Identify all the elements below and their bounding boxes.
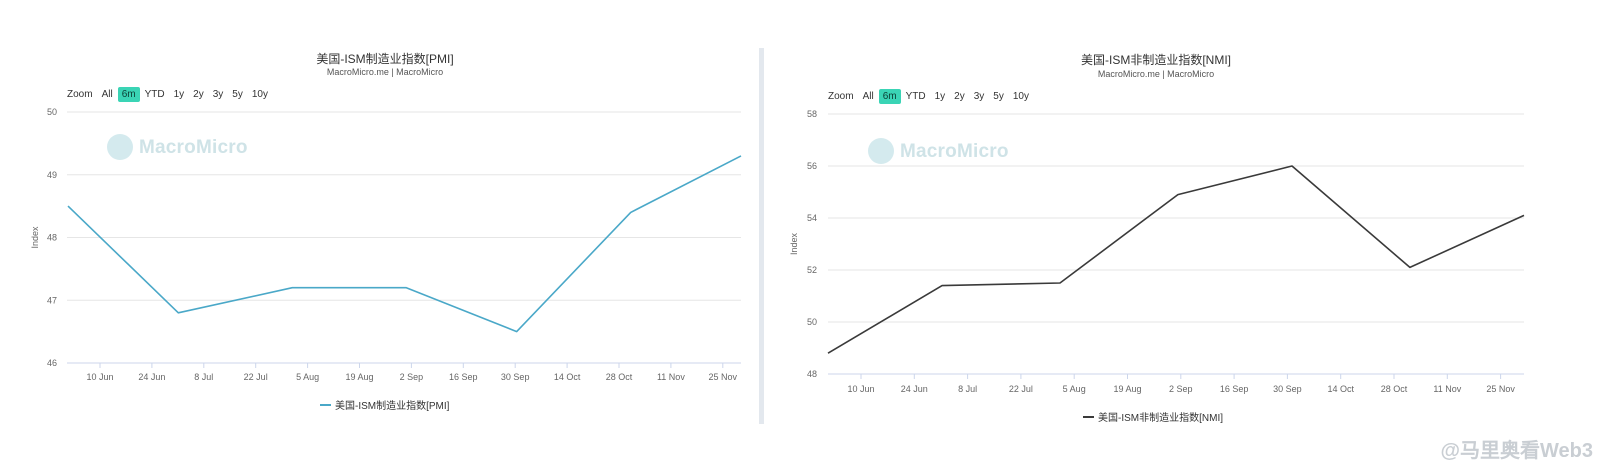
x-tick-label: 5 Aug xyxy=(296,372,319,382)
x-tick-label: 28 Oct xyxy=(606,372,633,382)
nmi-plot-area: 48 50 52 54 56 58 10 Jun 24 Jun 8 Jul 22 Jul 5 Aug… xyxy=(789,109,1525,394)
zoom-3y-button[interactable]: 3y xyxy=(212,89,224,100)
series-line xyxy=(827,165,1525,354)
x-tick-label: 11 Nov xyxy=(1433,384,1461,394)
x-tick-label: 25 Nov xyxy=(1486,384,1515,394)
pmi-plot-area: 46 47 48 49 50 10 Jun 24 Jun 8 Jul 22 Jul 5 Aug 19… xyxy=(30,107,742,382)
legend-label: 美国-ISM制造业指数[PMI] xyxy=(335,401,450,412)
legend-label: 美国-ISM非制造业指数[NMI] xyxy=(1098,413,1223,424)
panel-divider xyxy=(759,48,764,424)
y-tick-label: 58 xyxy=(807,109,817,119)
x-tick-label: 8 Jul xyxy=(958,384,977,394)
x-tick-label: 16 Sep xyxy=(449,372,478,382)
x-tick-label: 14 Oct xyxy=(554,372,581,382)
y-tick-label: 48 xyxy=(47,233,57,243)
x-tick-label: 10 Jun xyxy=(847,384,874,394)
x-tick-label: 30 Sep xyxy=(501,372,530,382)
y-tick-label: 49 xyxy=(47,170,57,180)
chart-subtitle: MacroMicro.me | MacroMicro xyxy=(1097,69,1215,79)
x-tick-label: 24 Jun xyxy=(901,384,928,394)
x-tick-label: 24 Jun xyxy=(138,372,165,382)
legend-swatch xyxy=(1083,415,1094,418)
y-tick-label: 50 xyxy=(807,317,817,327)
x-tick-label: 22 Jul xyxy=(244,372,268,382)
x-tick-label: 11 Nov xyxy=(657,372,685,382)
zoom-10y-button[interactable]: 10y xyxy=(1012,91,1029,102)
chart-legend[interactable]: 美国-ISM制造业指数[PMI] xyxy=(320,397,449,412)
zoom-bar: Zoom All 6m YTD 1y 2y 3y 5y 10y xyxy=(67,87,273,102)
y-tick-label: 48 xyxy=(807,369,817,379)
zoom-3y-button[interactable]: 3y xyxy=(973,91,985,102)
chart-subtitle: MacroMicro.me | MacroMicro xyxy=(326,67,444,77)
y-axis-title: Index xyxy=(789,232,799,255)
y-tick-label: 56 xyxy=(807,161,817,171)
x-tick-label: 19 Aug xyxy=(345,372,373,382)
watermark: MacroMicro xyxy=(139,137,248,158)
chart-title: 美国-ISM制造业指数[PMI] xyxy=(316,52,454,66)
x-tick-label: 16 Sep xyxy=(1220,384,1249,394)
zoom-10y-button[interactable]: 10y xyxy=(251,89,268,100)
y-tick-label: 50 xyxy=(47,107,57,117)
chart-title: 美国-ISM非制造业指数[NMI] xyxy=(1081,53,1231,67)
x-tick-label: 10 Jun xyxy=(86,372,113,382)
x-tick-label: 2 Sep xyxy=(1169,384,1193,394)
nmi-chart-panel: 美国-ISM非制造业指数[NMI] MacroMicro.me | MacroM… xyxy=(765,0,1599,475)
x-tick-label: 30 Sep xyxy=(1273,384,1302,394)
zoom-label: Zoom xyxy=(828,91,854,102)
zoom-6m-button[interactable]: 6m xyxy=(878,89,901,104)
y-tick-label: 46 xyxy=(47,358,57,368)
chart-legend[interactable]: 美国-ISM非制造业指数[NMI] xyxy=(1083,409,1223,424)
zoom-ytd-button[interactable]: YTD xyxy=(144,89,165,100)
zoom-1y-button[interactable]: 1y xyxy=(173,89,185,100)
source-watermark: @马里奥看Web3 xyxy=(1440,440,1593,462)
x-tick-label: 19 Aug xyxy=(1113,384,1141,394)
zoom-5y-button[interactable]: 5y xyxy=(232,89,243,100)
zoom-bar: Zoom All 6m YTD 1y 2y 3y 5y 10y xyxy=(828,89,1034,104)
zoom-all-button[interactable]: All xyxy=(101,89,113,100)
x-tick-label: 2 Sep xyxy=(400,372,424,382)
y-axis-title: Index xyxy=(30,226,40,249)
x-tick-label: 5 Aug xyxy=(1063,384,1086,394)
legend-swatch xyxy=(320,403,331,406)
x-tick-label: 28 Oct xyxy=(1381,384,1408,394)
zoom-ytd-button[interactable]: YTD xyxy=(905,91,926,102)
macromicro-logo-icon xyxy=(107,134,133,160)
zoom-1y-button[interactable]: 1y xyxy=(934,91,946,102)
x-tick-label: 25 Nov xyxy=(709,372,738,382)
x-tick-label: 8 Jul xyxy=(194,372,213,382)
zoom-label: Zoom xyxy=(67,89,93,100)
x-tick-label: 14 Oct xyxy=(1327,384,1354,394)
zoom-2y-button[interactable]: 2y xyxy=(954,91,965,102)
pmi-chart-panel: 美国-ISM制造业指数[PMI] MacroMicro.me | MacroMi… xyxy=(0,0,760,475)
zoom-5y-button[interactable]: 5y xyxy=(993,91,1004,102)
zoom-6m-button[interactable]: 6m xyxy=(117,87,140,102)
zoom-2y-button[interactable]: 2y xyxy=(193,89,204,100)
zoom-all-button[interactable]: All xyxy=(862,91,874,102)
x-tick-label: 22 Jul xyxy=(1009,384,1033,394)
y-tick-label: 52 xyxy=(807,265,817,275)
series-line xyxy=(67,155,742,333)
macromicro-logo-icon xyxy=(868,138,894,164)
y-tick-label: 54 xyxy=(807,213,817,223)
y-tick-label: 47 xyxy=(47,295,57,305)
watermark: MacroMicro xyxy=(900,141,1009,162)
